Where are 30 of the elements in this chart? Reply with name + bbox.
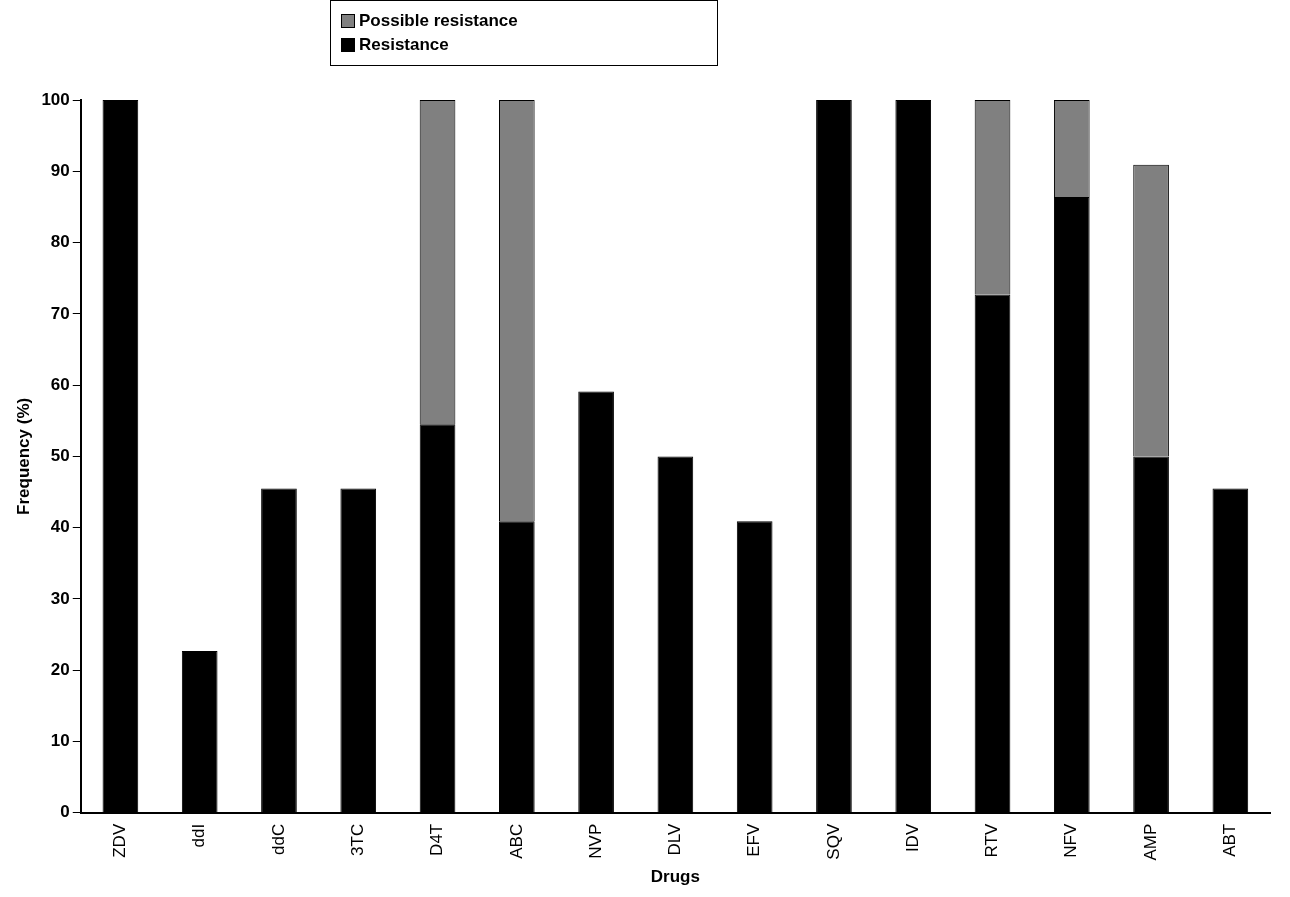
- legend-label: Possible resistance: [359, 11, 518, 31]
- y-tick-label: 60: [50, 374, 70, 394]
- x-tick-label: ZDV: [110, 823, 130, 858]
- x-tick-label: IDV: [902, 823, 922, 853]
- y-tick-label: 40: [50, 517, 70, 537]
- y-tick-label: 10: [50, 731, 70, 751]
- y-tick-label: 30: [50, 588, 70, 608]
- y-tick-label: 20: [50, 659, 70, 679]
- x-tick-label: ddI: [189, 823, 209, 848]
- x-tick-label: NFV: [1061, 823, 1081, 858]
- x-tick-label: RTV: [982, 823, 1002, 858]
- x-tick-label: AMP: [1140, 823, 1160, 861]
- y-tick-label: 70: [50, 303, 70, 323]
- x-tick-label: EFV: [744, 823, 764, 857]
- y-tick-label: 90: [50, 160, 70, 180]
- y-axis-title: Frequency (%): [13, 397, 33, 515]
- y-tick-label: 100: [41, 89, 70, 109]
- x-tick-label: 3TC: [347, 823, 367, 856]
- legend-label: Resistance: [359, 35, 449, 55]
- x-tick-label: DLV: [665, 823, 685, 856]
- x-tick-label: NVP: [585, 823, 605, 859]
- x-tick-label: ABT: [1220, 823, 1240, 857]
- y-tick-label: 80: [50, 232, 70, 252]
- x-tick-label: SQV: [823, 823, 843, 860]
- x-tick-label: ABC: [506, 823, 526, 859]
- y-tick-label: 50: [50, 446, 70, 466]
- y-tick-label: 0: [60, 802, 70, 822]
- x-axis-title: Drugs: [650, 867, 700, 887]
- x-tick-label: ddC: [268, 823, 288, 855]
- x-tick-label: D4T: [427, 823, 447, 856]
